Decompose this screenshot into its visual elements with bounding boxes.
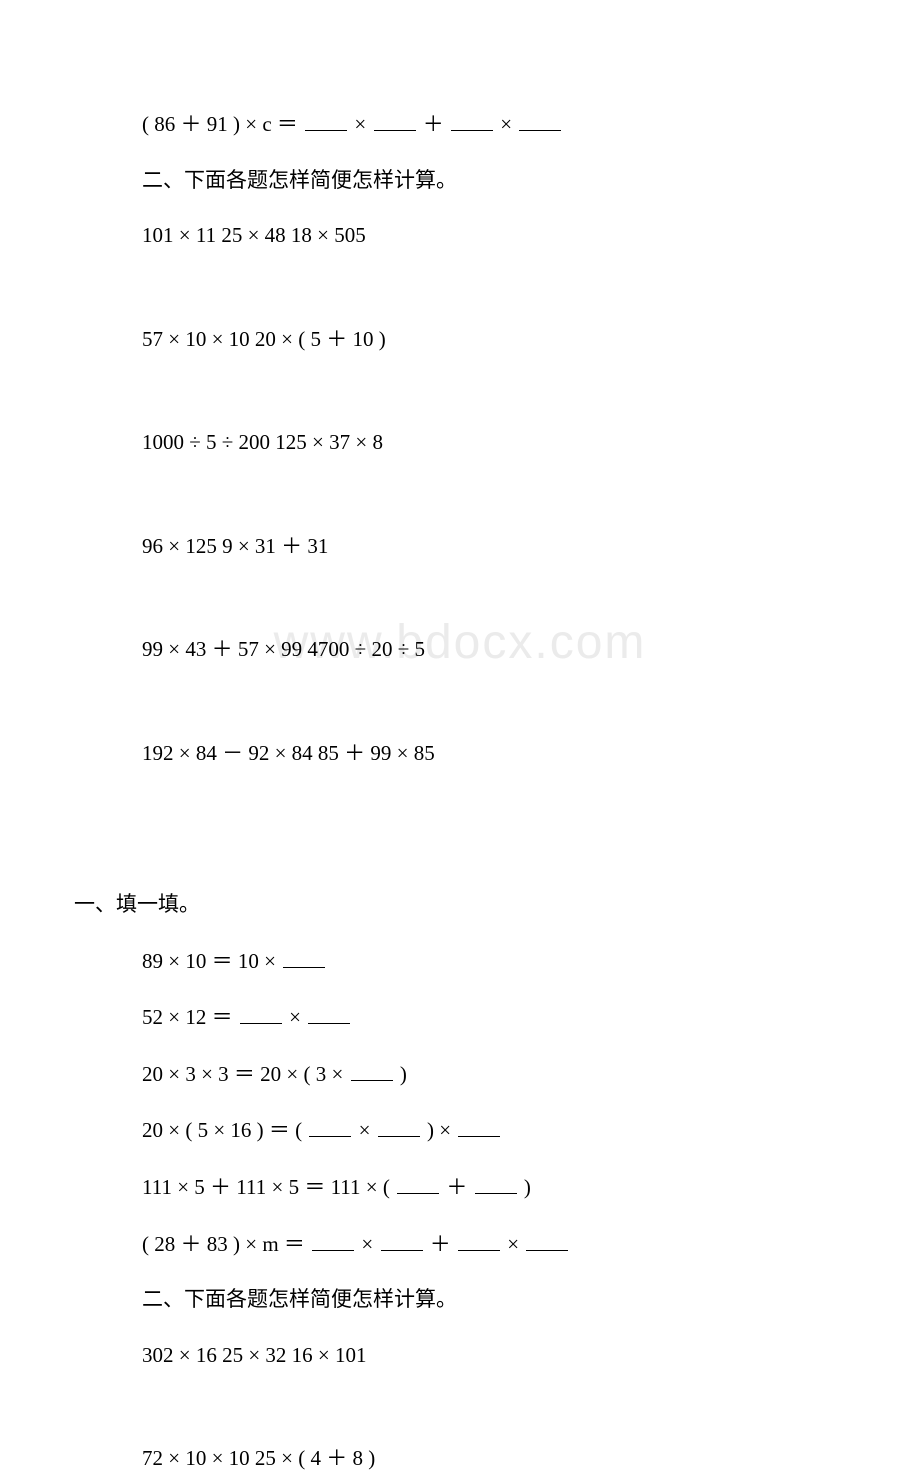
calc-row: 72 × 10 × 10 25 × ( 4 ＋ 8 ) [142, 1443, 820, 1475]
blank [378, 1114, 420, 1137]
text: × [500, 112, 512, 136]
text: 52 × 12 ＝ [142, 1005, 233, 1029]
text: ＋ [423, 112, 444, 136]
text: ( 28 ＋ 83 ) × m ＝ [142, 1232, 305, 1256]
fill-line-distributive: ( 28 ＋ 83 ) × m ＝ × ＋ × [142, 1228, 820, 1261]
fill-line-distributive: ( 86 ＋ 91 ) × c ＝ × ＋ × [142, 108, 820, 141]
section-2-title: 二、下面各题怎样简便怎样计算。 [142, 165, 820, 197]
blank [351, 1058, 393, 1081]
text: ( 86 ＋ 91 ) × c ＝ [142, 112, 298, 136]
text: ) × [427, 1118, 451, 1142]
document-content: ( 86 ＋ 91 ) × c ＝ × ＋ × 二、下面各题怎样简便怎样计算。 … [0, 0, 920, 1475]
blank [305, 108, 347, 131]
text: 20 × ( 5 × 16 ) ＝ ( [142, 1118, 302, 1142]
blank [381, 1228, 423, 1251]
section-2-title: 二、下面各题怎样简便怎样计算。 [142, 1284, 820, 1316]
blank [308, 1001, 350, 1024]
blank [397, 1171, 439, 1194]
text: × [354, 112, 366, 136]
text: × [359, 1118, 371, 1142]
section-1-title: 一、填一填。 [74, 889, 820, 921]
text: 89 × 10 ＝ 10 × [142, 949, 276, 973]
text: ＋ [430, 1232, 451, 1256]
text: ) [400, 1062, 407, 1086]
blank [309, 1114, 351, 1137]
text: 111 × 5 ＋ 111 × 5 ＝ 111 × ( [142, 1175, 390, 1199]
calc-row: 302 × 16 25 × 32 16 × 101 [142, 1340, 820, 1372]
fill-line: 89 × 10 ＝ 10 × [142, 945, 820, 978]
blank [374, 108, 416, 131]
calc-row: 96 × 125 9 × 31 ＋ 31 [142, 531, 820, 563]
fill-line: 20 × 3 × 3 ＝ 20 × ( 3 × ) [142, 1058, 820, 1091]
text: × [507, 1232, 519, 1256]
fill-line: 20 × ( 5 × 16 ) ＝ ( × ) × [142, 1114, 820, 1147]
blank [526, 1228, 568, 1251]
calc-row: 1000 ÷ 5 ÷ 200 125 × 37 × 8 [142, 427, 820, 459]
blank [475, 1171, 517, 1194]
blank [283, 945, 325, 968]
text: 20 × 3 × 3 ＝ 20 × ( 3 × [142, 1062, 343, 1086]
blank [458, 1228, 500, 1251]
blank [519, 108, 561, 131]
blank [458, 1114, 500, 1137]
calc-row: 192 × 84 － 92 × 84 85 ＋ 99 × 85 [142, 738, 820, 770]
blank [451, 108, 493, 131]
blank [312, 1228, 354, 1251]
blank [240, 1001, 282, 1024]
fill-line: 111 × 5 ＋ 111 × 5 ＝ 111 × ( ＋ ) [142, 1171, 820, 1204]
calc-row: 57 × 10 × 10 20 × ( 5 ＋ 10 ) [142, 324, 820, 356]
text: ) [524, 1175, 531, 1199]
text: × [289, 1005, 301, 1029]
fill-line: 52 × 12 ＝ × [142, 1001, 820, 1034]
calc-row: 99 × 43 ＋ 57 × 99 4700 ÷ 20 ÷ 5 [142, 634, 820, 666]
text: × [361, 1232, 373, 1256]
text: ＋ [446, 1175, 467, 1199]
calc-row: 101 × 11 25 × 48 18 × 505 [142, 220, 820, 252]
